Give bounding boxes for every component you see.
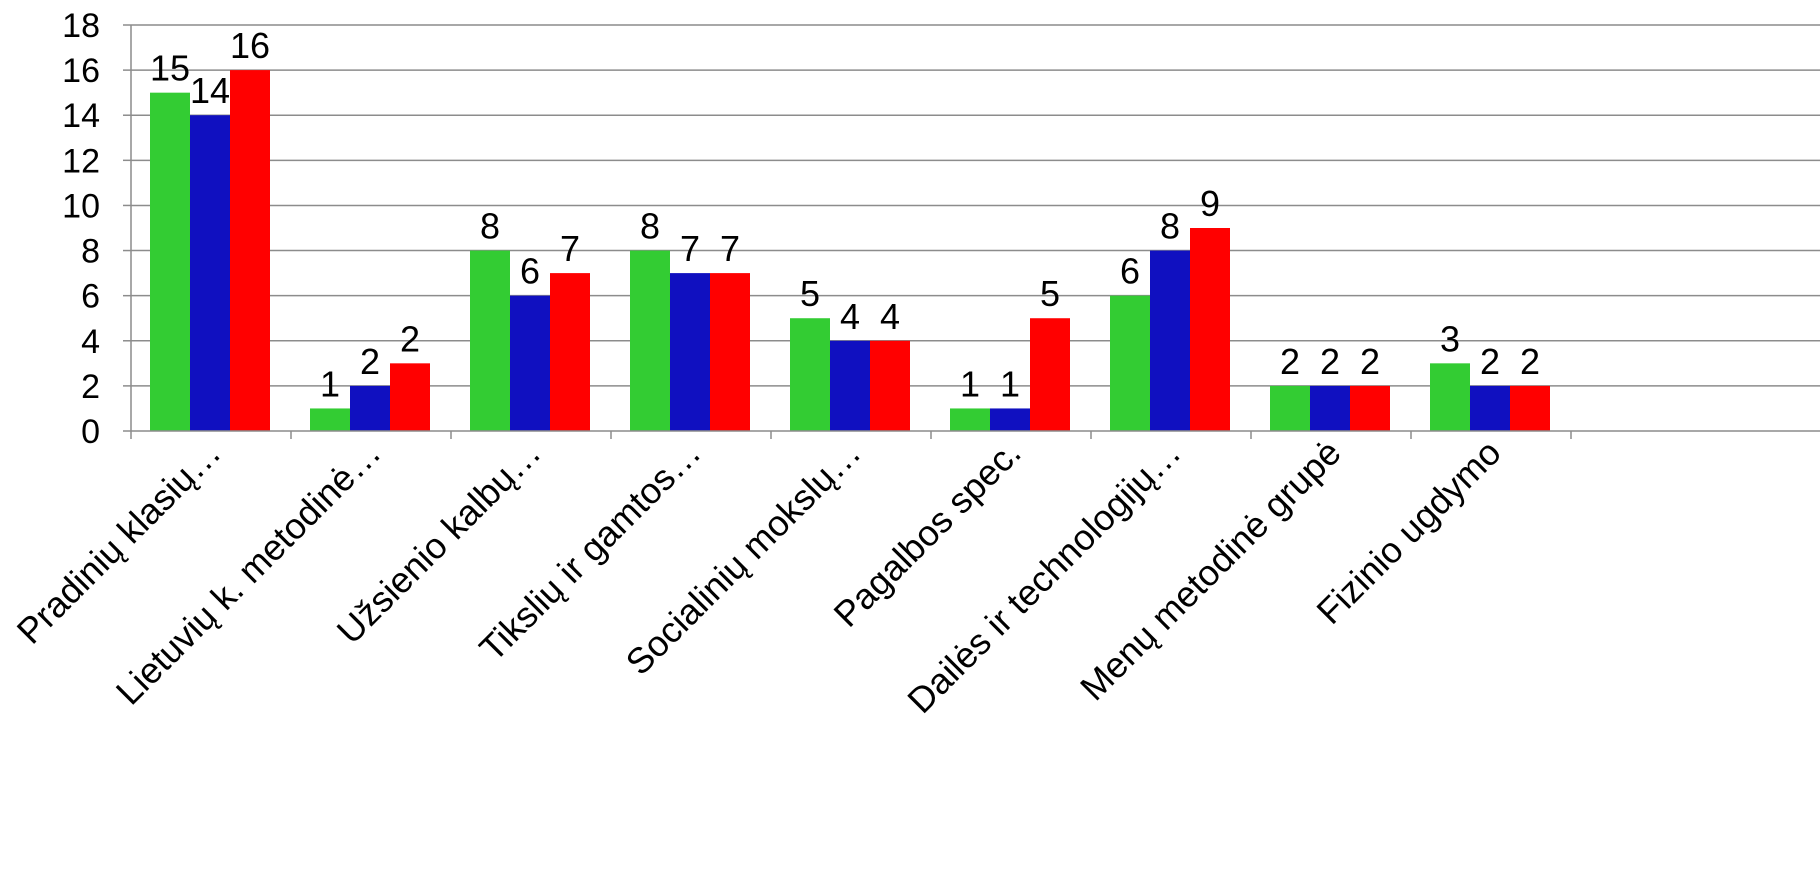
data-label: 6 bbox=[1120, 251, 1140, 292]
bars bbox=[150, 70, 1550, 432]
bar bbox=[1110, 295, 1150, 431]
bar bbox=[870, 340, 910, 431]
data-label: 3 bbox=[1440, 318, 1460, 359]
data-label: 16 bbox=[230, 25, 270, 66]
y-tick-label: 6 bbox=[81, 278, 100, 316]
data-label: 2 bbox=[1480, 341, 1500, 382]
data-label: 5 bbox=[800, 273, 820, 314]
data-label: 15 bbox=[150, 48, 190, 89]
data-label: 7 bbox=[680, 228, 700, 269]
bar bbox=[1310, 385, 1350, 431]
x-category-label: Dailės ir technologijų… bbox=[899, 432, 1188, 721]
bar bbox=[1350, 385, 1390, 431]
data-label: 1 bbox=[1000, 363, 1020, 404]
data-label: 8 bbox=[1160, 206, 1180, 247]
data-label: 2 bbox=[1280, 341, 1300, 382]
data-label: 8 bbox=[480, 206, 500, 247]
data-label: 5 bbox=[1040, 273, 1060, 314]
data-label: 2 bbox=[1360, 341, 1380, 382]
y-axis-ticks: 0 2 4 6 8 10 12 14 16 18 bbox=[62, 7, 100, 451]
bar bbox=[550, 273, 590, 431]
data-label: 1 bbox=[960, 363, 980, 404]
data-label: 9 bbox=[1200, 183, 1220, 224]
data-label: 4 bbox=[880, 296, 900, 337]
bar bbox=[350, 385, 390, 431]
data-label: 2 bbox=[1320, 341, 1340, 382]
y-tick-label: 12 bbox=[62, 142, 100, 180]
x-category-label: Menų metodinė grupė bbox=[1072, 432, 1349, 709]
x-axis-category-labels: Pradinių klasių…Lietuvių k. metodinė…Užs… bbox=[9, 432, 1509, 721]
bar bbox=[150, 92, 190, 432]
y-tick-label: 18 bbox=[62, 7, 100, 45]
bar bbox=[990, 408, 1030, 431]
bar bbox=[1510, 385, 1550, 431]
data-label: 7 bbox=[560, 228, 580, 269]
y-tick-label: 4 bbox=[81, 323, 100, 361]
bar bbox=[670, 273, 710, 431]
bar bbox=[230, 70, 270, 431]
gridlines bbox=[131, 24, 1820, 387]
data-label: 1 bbox=[320, 363, 340, 404]
bar bbox=[1430, 363, 1470, 431]
bar bbox=[710, 273, 750, 431]
bar bbox=[790, 318, 830, 431]
data-label: 8 bbox=[640, 206, 660, 247]
data-label: 2 bbox=[360, 341, 380, 382]
bar bbox=[390, 363, 430, 431]
bar bbox=[510, 295, 550, 431]
axes bbox=[123, 24, 1820, 439]
bar bbox=[310, 408, 350, 431]
data-label: 2 bbox=[1520, 341, 1540, 382]
y-tick-label: 16 bbox=[62, 52, 100, 90]
data-label: 6 bbox=[520, 251, 540, 292]
y-tick-label: 0 bbox=[81, 413, 100, 451]
bar bbox=[1470, 385, 1510, 431]
y-tick-label: 8 bbox=[81, 233, 100, 271]
bar bbox=[830, 340, 870, 431]
bar bbox=[1190, 228, 1230, 431]
bar bbox=[470, 250, 510, 431]
x-category-label: Lietuvių k. metodinė… bbox=[108, 432, 389, 713]
y-tick-label: 10 bbox=[62, 187, 100, 225]
bar bbox=[630, 250, 670, 431]
bar bbox=[1270, 385, 1310, 431]
data-label: 14 bbox=[190, 70, 230, 111]
bar bbox=[1150, 250, 1190, 431]
data-label: 4 bbox=[840, 296, 860, 337]
y-tick-label: 14 bbox=[62, 97, 100, 135]
bar bbox=[950, 408, 990, 431]
y-tick-label: 2 bbox=[81, 368, 100, 406]
data-label: 2 bbox=[400, 318, 420, 359]
bar bbox=[190, 115, 230, 431]
data-label: 7 bbox=[720, 228, 740, 269]
bar bbox=[1030, 318, 1070, 431]
